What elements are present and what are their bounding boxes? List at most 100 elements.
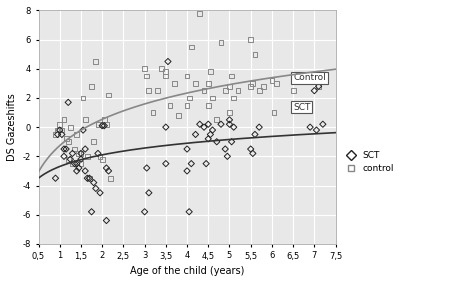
SCT <box>66 157 74 162</box>
control <box>204 103 212 108</box>
SCT <box>75 166 82 170</box>
X-axis label: Age of the child (years): Age of the child (years) <box>130 266 244 276</box>
control <box>289 88 297 93</box>
control <box>58 128 65 132</box>
control <box>247 84 255 89</box>
SCT <box>247 147 255 151</box>
SCT <box>58 132 65 137</box>
SCT <box>204 137 212 141</box>
SCT <box>313 128 320 132</box>
control <box>75 151 82 156</box>
SCT <box>102 218 110 223</box>
SCT <box>221 147 229 151</box>
control <box>66 125 74 129</box>
SCT <box>213 140 220 144</box>
control <box>158 67 165 71</box>
SCT <box>209 128 216 132</box>
SCT <box>319 122 327 127</box>
control <box>96 154 104 158</box>
SCT <box>228 140 236 144</box>
control <box>73 132 81 137</box>
control <box>83 154 91 158</box>
SCT <box>162 161 170 166</box>
control <box>292 103 299 108</box>
control <box>64 157 72 162</box>
control <box>185 96 193 100</box>
control <box>99 122 106 127</box>
SCT <box>62 147 70 151</box>
control <box>143 74 151 78</box>
control <box>183 74 191 78</box>
SCT <box>73 161 81 166</box>
control <box>217 40 225 45</box>
SCT <box>188 161 195 166</box>
SCT <box>90 180 98 185</box>
SCT <box>102 166 110 170</box>
control <box>54 128 62 132</box>
Text: Control: Control <box>293 74 326 82</box>
control <box>171 81 178 86</box>
Y-axis label: DS Gazeshifts: DS Gazeshifts <box>7 93 17 161</box>
SCT <box>54 132 62 137</box>
SCT <box>162 125 170 129</box>
SCT <box>69 151 76 156</box>
SCT <box>105 169 112 173</box>
control <box>196 11 203 16</box>
control <box>313 78 320 83</box>
control <box>247 37 255 42</box>
control <box>255 88 263 93</box>
control <box>79 96 87 100</box>
SCT <box>73 169 81 173</box>
control <box>141 67 148 71</box>
control <box>92 59 100 64</box>
control <box>99 157 106 162</box>
Text: SCT: SCT <box>293 103 310 112</box>
control <box>260 84 267 89</box>
SCT <box>164 59 172 64</box>
SCT <box>141 209 148 214</box>
control <box>162 69 170 74</box>
control <box>273 81 280 86</box>
control <box>154 88 161 93</box>
control <box>192 81 200 86</box>
control <box>213 118 220 122</box>
SCT <box>183 147 191 151</box>
control <box>183 103 191 108</box>
control <box>234 88 242 93</box>
control <box>77 151 85 156</box>
SCT <box>82 147 89 151</box>
control <box>270 110 278 115</box>
SCT <box>77 157 85 162</box>
control <box>315 84 322 89</box>
SCT <box>82 169 89 173</box>
control <box>88 84 95 89</box>
SCT <box>230 125 237 129</box>
SCT <box>83 176 91 181</box>
control <box>249 81 256 86</box>
control <box>230 96 237 100</box>
control <box>268 78 276 83</box>
SCT <box>310 88 318 93</box>
SCT <box>251 132 259 137</box>
control <box>166 103 174 108</box>
control <box>226 84 233 89</box>
control <box>69 161 76 166</box>
SCT <box>196 122 203 127</box>
control <box>162 74 170 78</box>
control <box>62 137 70 141</box>
control <box>207 69 214 74</box>
control <box>60 118 68 122</box>
control <box>86 176 93 181</box>
control <box>149 110 157 115</box>
control <box>226 110 233 115</box>
SCT <box>79 128 87 132</box>
control <box>102 122 110 127</box>
SCT <box>145 190 153 195</box>
control <box>200 88 208 93</box>
control <box>107 176 114 181</box>
SCT <box>207 132 214 137</box>
control <box>105 93 112 97</box>
control <box>145 88 153 93</box>
SCT <box>60 147 68 151</box>
SCT <box>77 151 85 156</box>
